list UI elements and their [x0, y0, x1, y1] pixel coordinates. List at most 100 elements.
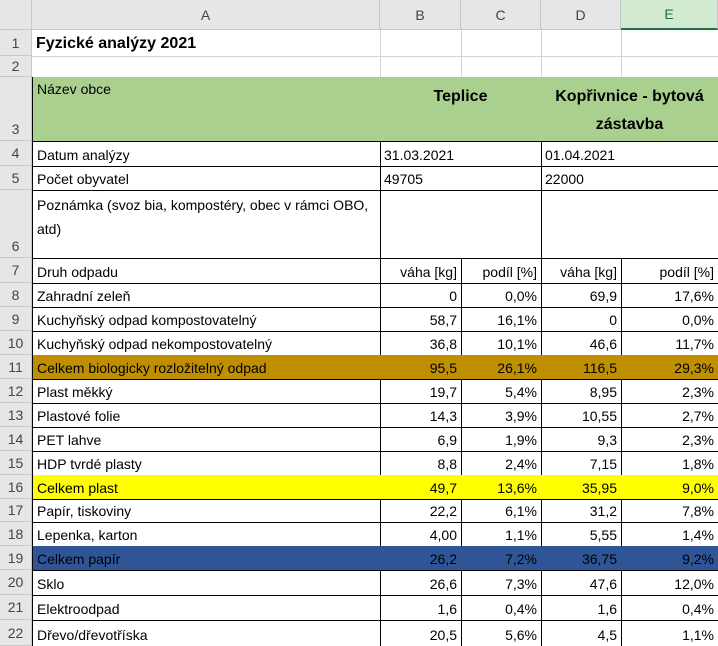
cell[interactable]: 0: [541, 307, 622, 332]
title[interactable]: Fyzické analýzy 2021: [32, 30, 381, 57]
cell[interactable]: [541, 56, 622, 78]
cell[interactable]: Kuchyňský odpad nekompostovatelný: [32, 331, 381, 356]
row-header[interactable]: 9: [0, 307, 32, 331]
cell[interactable]: 47,6: [541, 570, 622, 596]
cell[interactable]: [380, 190, 542, 259]
cell[interactable]: 0,0%: [621, 307, 718, 332]
total-cell[interactable]: Celkem biologicky rozložitelný odpad: [32, 355, 381, 380]
cell[interactable]: 4,00: [380, 522, 462, 547]
cell[interactable]: 46,6: [541, 331, 622, 356]
cell[interactable]: HDP tvrdé plasty: [32, 451, 381, 476]
site-name[interactable]: Teplice: [380, 77, 542, 142]
cell[interactable]: 16,1%: [461, 307, 542, 332]
row-header[interactable]: 4: [0, 141, 32, 166]
info-label[interactable]: Počet obyvatel: [32, 166, 381, 191]
total-cell[interactable]: 29,3%: [621, 355, 718, 380]
cell[interactable]: Plastové folie: [32, 403, 381, 428]
cell[interactable]: 14,3: [380, 403, 462, 428]
column-header[interactable]: B: [380, 0, 461, 30]
cell[interactable]: 5,55: [541, 522, 622, 547]
cell[interactable]: [461, 30, 542, 57]
cell[interactable]: [621, 30, 718, 57]
column-header[interactable]: A: [32, 0, 380, 30]
row-header[interactable]: 11: [0, 355, 32, 379]
cell[interactable]: 6,1%: [461, 499, 542, 523]
cell[interactable]: 2,3%: [621, 427, 718, 452]
total-cell[interactable]: 9,0%: [621, 475, 718, 500]
row-header[interactable]: 12: [0, 379, 32, 403]
row-header[interactable]: 20: [0, 570, 32, 595]
row-header[interactable]: 10: [0, 331, 32, 355]
cell[interactable]: 7,15: [541, 451, 622, 476]
total-cell[interactable]: 9,2%: [621, 546, 718, 571]
header-label[interactable]: Název obce: [32, 77, 381, 142]
cell[interactable]: 69,9: [541, 283, 622, 308]
cell[interactable]: [541, 190, 718, 259]
total-cell[interactable]: 26,2: [380, 546, 462, 571]
cell[interactable]: 8,8: [380, 451, 462, 476]
table-header[interactable]: podíl [%]: [461, 258, 542, 284]
column-header[interactable]: C: [461, 0, 541, 30]
total-cell[interactable]: 26,1%: [461, 355, 542, 380]
cell[interactable]: Elektroodpad: [32, 595, 381, 621]
cell[interactable]: Dřevo/dřevotříska: [32, 620, 381, 646]
cell[interactable]: 5,4%: [461, 379, 542, 404]
cell[interactable]: 10,55: [541, 403, 622, 428]
total-cell[interactable]: Celkem papír: [32, 546, 381, 571]
row-header[interactable]: 3: [0, 77, 32, 141]
cell[interactable]: 0,4%: [621, 595, 718, 621]
cell[interactable]: [380, 30, 462, 57]
total-cell[interactable]: 95,5: [380, 355, 462, 380]
total-cell[interactable]: 36,75: [541, 546, 622, 571]
row-header[interactable]: 13: [0, 403, 32, 427]
table-header[interactable]: Druh odpadu: [32, 258, 381, 284]
cell[interactable]: 10,1%: [461, 331, 542, 356]
info-value[interactable]: 31.03.2021: [380, 141, 542, 167]
cell[interactable]: 5,6%: [461, 620, 542, 646]
cell[interactable]: [380, 56, 462, 78]
cell[interactable]: Kuchyňský odpad kompostovatelný: [32, 307, 381, 332]
cell[interactable]: 1,6: [380, 595, 462, 621]
info-label[interactable]: Datum analýzy: [32, 141, 381, 167]
cell[interactable]: Plast měkký: [32, 379, 381, 404]
cell[interactable]: 0,4%: [461, 595, 542, 621]
row-header[interactable]: 22: [0, 620, 32, 646]
info-value[interactable]: 01.04.2021: [541, 141, 718, 167]
note[interactable]: Poznámka (svoz bia, kompostéry, obec v r…: [32, 190, 381, 259]
row-header[interactable]: 16: [0, 475, 32, 499]
cell[interactable]: 31,2: [541, 499, 622, 523]
cell[interactable]: [541, 30, 622, 57]
cell[interactable]: 8,95: [541, 379, 622, 404]
row-header[interactable]: 5: [0, 166, 32, 190]
cell[interactable]: 7,3%: [461, 570, 542, 596]
cell[interactable]: [32, 56, 381, 78]
cell[interactable]: 1,9%: [461, 427, 542, 452]
site-name[interactable]: Kopřivnice - bytová zástavba: [541, 77, 718, 142]
cell[interactable]: Sklo: [32, 570, 381, 596]
cell[interactable]: 1,6: [541, 595, 622, 621]
cell[interactable]: 11,7%: [621, 331, 718, 356]
cell[interactable]: 26,6: [380, 570, 462, 596]
cell[interactable]: Papír, tiskoviny: [32, 499, 381, 523]
cell[interactable]: 3,9%: [461, 403, 542, 428]
cell[interactable]: 1,8%: [621, 451, 718, 476]
cell[interactable]: 9,3: [541, 427, 622, 452]
row-header[interactable]: 18: [0, 522, 32, 546]
cell[interactable]: 2,7%: [621, 403, 718, 428]
row-header[interactable]: 6: [0, 190, 32, 258]
cell[interactable]: PET lahve: [32, 427, 381, 452]
total-cell[interactable]: Celkem plast: [32, 475, 381, 500]
cell[interactable]: 2,4%: [461, 451, 542, 476]
total-cell[interactable]: 7,2%: [461, 546, 542, 571]
total-cell[interactable]: 49,7: [380, 475, 462, 500]
table-header[interactable]: podíl [%]: [621, 258, 718, 284]
cell[interactable]: 0,0%: [461, 283, 542, 308]
column-header[interactable]: E: [621, 0, 718, 30]
cell[interactable]: [621, 56, 718, 78]
cell[interactable]: Zahradní zeleň: [32, 283, 381, 308]
total-cell[interactable]: 116,5: [541, 355, 622, 380]
cell[interactable]: 20,5: [380, 620, 462, 646]
cell[interactable]: 7,8%: [621, 499, 718, 523]
row-header[interactable]: 14: [0, 427, 32, 451]
table-header[interactable]: váha [kg]: [380, 258, 462, 284]
